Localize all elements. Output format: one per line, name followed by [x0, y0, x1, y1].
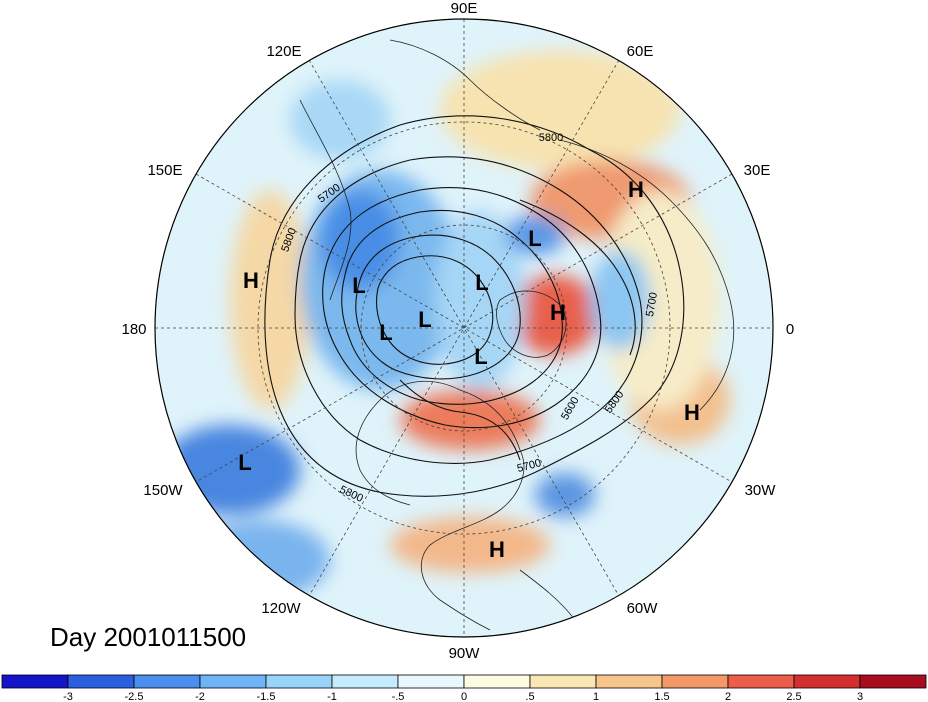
lon-label: 0 — [786, 321, 794, 338]
colorbar-swatch — [199, 674, 267, 689]
colorbar-tick-label: -1.5 — [257, 691, 276, 702]
colorbar-swatch — [529, 674, 597, 689]
contour-ridge-eu — [519, 199, 636, 356]
lon-label: 30W — [745, 482, 777, 499]
lon-label: 60E — [627, 43, 654, 60]
colorbar-swatch — [331, 674, 399, 689]
colorbar-tick-label: 1.5 — [654, 691, 669, 702]
north-america-outline — [355, 380, 525, 631]
colorbar-swatch — [133, 674, 201, 689]
latitude-circle-30 — [257, 121, 671, 535]
low-pressure-label: L — [352, 273, 365, 298]
colorbar-tick-label: 3 — [857, 691, 863, 702]
map-border — [154, 18, 774, 638]
lon-label: 150E — [147, 162, 182, 179]
colorbar-tick-label: 1 — [593, 691, 599, 702]
colorbar-tick-label: -2 — [195, 691, 205, 702]
colorbar-swatch — [1, 674, 69, 689]
low-pressure-label: L — [528, 226, 541, 251]
colorbar-swatch — [661, 674, 729, 689]
high-pressure-label: H — [684, 400, 700, 425]
colorbar-swatch — [397, 674, 465, 689]
contour-label: 5700 — [644, 291, 660, 317]
contour-5600 — [322, 187, 602, 429]
contour-trough-na — [399, 379, 521, 461]
high-pressure-label: H — [489, 537, 505, 562]
colorbar-tick-label: 0 — [461, 691, 467, 702]
colorbar-swatch — [67, 674, 135, 689]
latitude-circle-60 — [360, 224, 568, 432]
contour-5300 — [375, 255, 494, 365]
date-label: Day 2001011500 — [50, 622, 246, 652]
colorbar-swatch — [595, 674, 663, 689]
lon-label: 150W — [143, 482, 183, 499]
lon-label: 120W — [261, 600, 301, 617]
height-contours — [264, 115, 685, 497]
colorbar-tick-label: -2.5 — [125, 691, 144, 702]
low-pressure-label: L — [379, 320, 392, 345]
lon-label: 120E — [266, 43, 301, 60]
colorbar-swatch — [859, 674, 927, 689]
low-pressure-label: L — [475, 270, 488, 295]
longitude-labels: 90E 60E 30E 0 30W 60W 90W 120W 150W 180 … — [121, 0, 794, 662]
contour-5800-outer — [264, 115, 685, 497]
low-pressure-label: L — [238, 450, 251, 475]
meridian-120-300 — [308, 59, 620, 597]
high-pressure-label: H — [628, 177, 644, 202]
colorbar-tick-label: 2.5 — [786, 691, 801, 702]
low-pressure-label: L — [474, 344, 487, 369]
colorbar-tick-label: -1 — [327, 691, 337, 702]
high-pressure-label: H — [243, 268, 259, 293]
colorbar-swatch — [463, 674, 531, 689]
lon-label: 90W — [449, 645, 481, 662]
lon-label: 180 — [121, 321, 146, 338]
pressure-systems: H L H L L L L L H L H L H — [238, 177, 700, 562]
lon-label: 90E — [451, 0, 478, 17]
contour-5500 — [341, 209, 563, 405]
contour-label: 5800 — [539, 132, 563, 144]
colorbar-swatch — [727, 674, 795, 689]
colorbar: -3 -2.5 -2 -1.5 -1 -.5 0 .5 1 1.5 2 2.5 3 — [1, 674, 927, 702]
eurasia-outline — [389, 39, 735, 411]
colorbar-tick-label: .5 — [525, 691, 534, 702]
colorbar-swatch — [265, 674, 333, 689]
lon-label: 30E — [744, 162, 771, 179]
graticule — [155, 19, 773, 637]
contour-5700-outer — [294, 156, 643, 464]
meridian-60-240 — [308, 59, 620, 597]
meridian-30-210 — [195, 173, 733, 483]
greenland-outline — [496, 290, 567, 358]
high-pressure-label: H — [550, 300, 566, 325]
meridian-150-330 — [195, 173, 733, 483]
colorbar-tick-label: 2 — [725, 691, 731, 702]
lon-label: 60W — [627, 600, 659, 617]
colorbar-tick-label: -.5 — [392, 691, 405, 702]
low-pressure-label: L — [418, 307, 431, 332]
contour-5400 — [355, 234, 521, 380]
asia-east-outline — [299, 99, 352, 301]
colorbar-tick-label: -3 — [63, 691, 73, 702]
colorbar-swatch — [793, 674, 861, 689]
anomaly-field — [155, 19, 773, 637]
